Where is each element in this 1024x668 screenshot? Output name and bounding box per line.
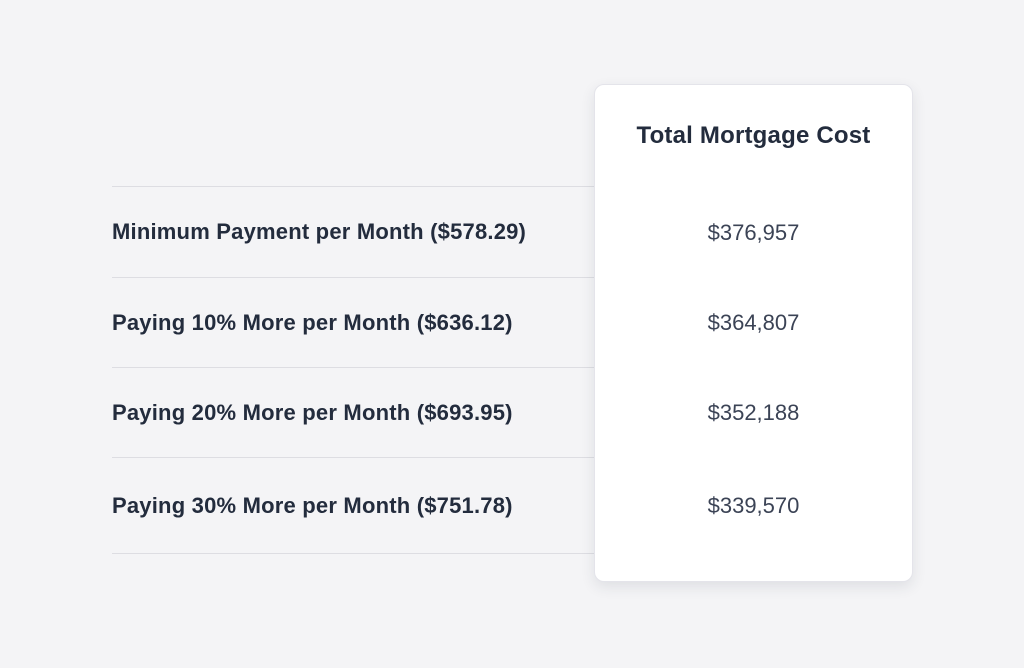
total-cost-value: $376,957 <box>707 219 800 245</box>
total-cost-value: $352,188 <box>707 400 800 425</box>
table-row: Paying 30% More per Month ($751.78) <box>112 457 594 553</box>
table-row: Paying 10% More per Month ($636.12) <box>112 277 594 367</box>
row-label: Paying 10% More per Month ($636.12) <box>112 309 513 335</box>
total-cost-value: $339,570 <box>707 493 800 518</box>
row-label: Paying 30% More per Month ($751.78) <box>112 492 513 518</box>
total-cost-value: $364,807 <box>707 310 800 335</box>
row-label: Paying 20% More per Month ($693.95) <box>112 399 513 425</box>
mortgage-table: Minimum Payment per Month ($578.29) Payi… <box>112 186 594 554</box>
total-cost-column-header: Total Mortgage Cost <box>636 122 871 149</box>
total-cost-card: Total Mortgage Cost $376,957 $364,807 $3… <box>594 84 913 582</box>
row-label: Minimum Payment per Month ($578.29) <box>112 219 527 244</box>
table-row: Minimum Payment per Month ($578.29) <box>112 186 594 277</box>
table-row: Paying 20% More per Month ($693.95) <box>112 367 594 457</box>
